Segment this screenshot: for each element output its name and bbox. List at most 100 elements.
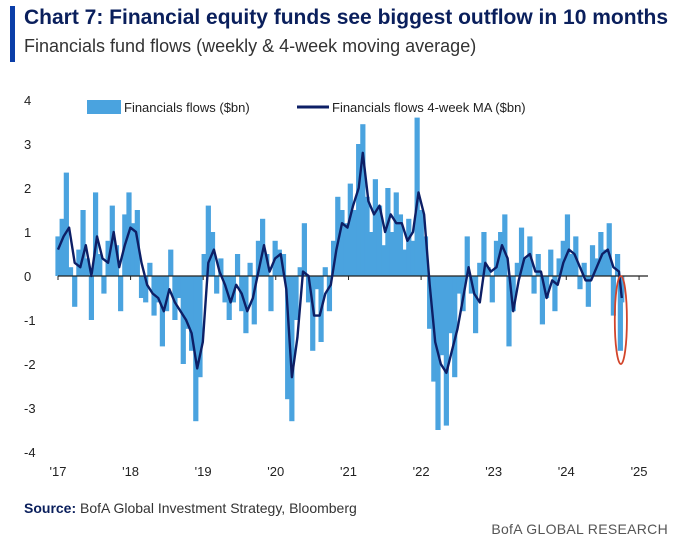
flow-bar — [118, 276, 124, 312]
flow-bar — [443, 276, 449, 426]
flow-bar — [485, 267, 491, 276]
source-text: BofA Global Investment Strategy, Bloombe… — [80, 500, 357, 516]
flow-bar — [180, 276, 186, 364]
flow-bar — [610, 276, 616, 316]
flow-bar — [422, 236, 429, 276]
legend-label-weekly: Financials flows ($bn) — [124, 100, 250, 115]
flow-bar — [80, 210, 86, 276]
flow-bar — [514, 262, 520, 276]
flow-bar — [456, 276, 462, 294]
flow-bar — [201, 254, 207, 276]
flow-bar — [523, 258, 529, 276]
flow-bar — [335, 196, 341, 276]
flow-bar — [101, 276, 107, 294]
flow-bar — [322, 267, 328, 276]
flow-bar — [113, 245, 120, 276]
flow-bar — [314, 276, 320, 290]
flow-bar — [564, 214, 571, 276]
flow-bar — [447, 276, 454, 334]
flow-bar — [268, 276, 274, 312]
flow-bar — [452, 276, 458, 378]
x-tick-label: '24 — [558, 464, 575, 479]
y-tick-label: 2 — [24, 181, 31, 196]
flow-bar — [147, 262, 153, 276]
flow-bar — [289, 276, 295, 422]
flow-bar — [389, 232, 395, 276]
flow-bar — [326, 276, 333, 312]
legend-swatch-weekly — [87, 100, 121, 114]
flow-bar — [360, 124, 366, 276]
flow-bar — [176, 276, 182, 298]
x-tick-label: '20 — [267, 464, 284, 479]
flow-bar — [385, 188, 391, 276]
flow-bar — [67, 267, 74, 276]
flow-bar — [297, 267, 303, 276]
y-tick-label: -2 — [24, 357, 36, 372]
chart-subtitle: Financials fund flows (weekly & 4-week m… — [24, 36, 477, 56]
source-label: Source: — [24, 500, 77, 516]
flow-bar — [84, 258, 90, 276]
flow-bar — [506, 276, 512, 347]
flow-bar — [368, 232, 374, 276]
flow-bar — [481, 232, 487, 276]
flow-bar — [331, 240, 337, 276]
flow-bar — [88, 276, 95, 320]
legend-label-ma: Financials flows 4-week MA ($bn) — [332, 100, 526, 115]
flow-bar — [343, 223, 349, 276]
flow-bar — [502, 214, 508, 276]
flow-bar — [293, 276, 299, 320]
x-tick-label: '19 — [195, 464, 212, 479]
flow-bar — [531, 276, 537, 294]
chart-title: Chart 7: Financial equity funds see bigg… — [24, 6, 669, 29]
y-tick-label: 1 — [24, 225, 31, 240]
flow-bar — [218, 258, 224, 276]
flow-bar — [614, 254, 621, 276]
flow-bar — [402, 249, 408, 276]
flow-bar — [172, 276, 178, 320]
flow-bar — [222, 276, 228, 303]
flow-bar — [130, 223, 136, 276]
flow-bar — [464, 236, 470, 276]
flows-chart: 4 3 2 1 0 -1 -2 -3 -4 '17 '18 '19 '20 '21 '22 '23 '24 '25… — [24, 93, 648, 479]
x-tick-label: '18 — [122, 464, 139, 479]
flow-bar — [617, 276, 623, 351]
flow-bar — [556, 258, 562, 276]
flow-bar — [234, 254, 241, 276]
flow-bar — [247, 262, 253, 276]
x-tick-label: '25 — [631, 464, 648, 479]
flow-bar — [539, 276, 546, 325]
flow-bar — [97, 254, 103, 276]
flow-bar — [518, 227, 525, 276]
flow-bar — [59, 218, 65, 276]
flow-bar — [543, 276, 550, 298]
x-tick-label: '17 — [50, 464, 67, 479]
brand-label: BofA GLOBAL RESEARCH — [491, 521, 668, 537]
flow-bar — [393, 192, 399, 276]
flow-bar — [159, 276, 165, 347]
y-tick-label: -3 — [24, 401, 36, 416]
x-tick-label: '22 — [413, 464, 430, 479]
flow-bar — [535, 254, 541, 276]
flow-bar — [356, 144, 362, 276]
flow-bar — [205, 205, 211, 276]
flow-bar — [598, 232, 604, 276]
flow-bar — [510, 276, 516, 312]
flow-bar — [439, 276, 445, 356]
y-tick-label: 0 — [24, 269, 31, 284]
flow-bar — [569, 254, 575, 276]
y-tick-label: 3 — [24, 137, 31, 152]
flow-bar — [63, 172, 69, 276]
flow-bar — [410, 240, 416, 276]
flow-bar — [138, 276, 145, 298]
flow-bar — [472, 276, 479, 334]
ma-line — [56, 151, 623, 379]
flow-bar — [305, 276, 312, 303]
flow-bar — [230, 276, 236, 303]
flow-bar — [72, 276, 78, 307]
flow-bar — [189, 276, 195, 351]
flow-bar — [418, 210, 424, 276]
flow-bar — [55, 236, 61, 276]
flow-bar — [364, 196, 370, 276]
flow-bar — [548, 249, 554, 276]
flow-bar — [397, 214, 404, 276]
